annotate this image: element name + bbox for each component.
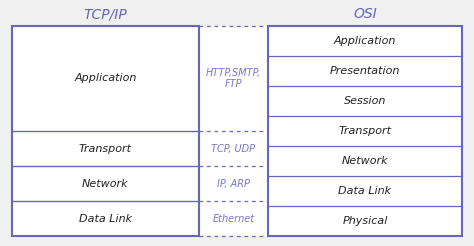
Text: TCP/IP: TCP/IP xyxy=(83,7,128,21)
Text: HTTP,SMTP,
FTP: HTTP,SMTP, FTP xyxy=(206,68,261,89)
Bar xyxy=(199,26,268,236)
Text: Data Link: Data Link xyxy=(338,186,392,196)
Bar xyxy=(12,26,199,236)
Text: Network: Network xyxy=(342,156,388,166)
Text: Session: Session xyxy=(344,96,386,106)
Text: Application: Application xyxy=(334,36,396,46)
Text: Transport: Transport xyxy=(79,143,132,154)
Text: Network: Network xyxy=(82,179,129,189)
Text: Data Link: Data Link xyxy=(79,214,132,224)
Text: Ethernet: Ethernet xyxy=(212,214,255,224)
Text: Application: Application xyxy=(74,73,137,83)
Text: Physical: Physical xyxy=(342,216,388,226)
Text: OSI: OSI xyxy=(353,7,377,21)
Text: TCP, UDP: TCP, UDP xyxy=(211,143,255,154)
Text: Transport: Transport xyxy=(338,126,392,136)
Text: Presentation: Presentation xyxy=(330,66,400,76)
Text: IP, ARP: IP, ARP xyxy=(217,179,250,189)
Bar xyxy=(268,26,462,236)
